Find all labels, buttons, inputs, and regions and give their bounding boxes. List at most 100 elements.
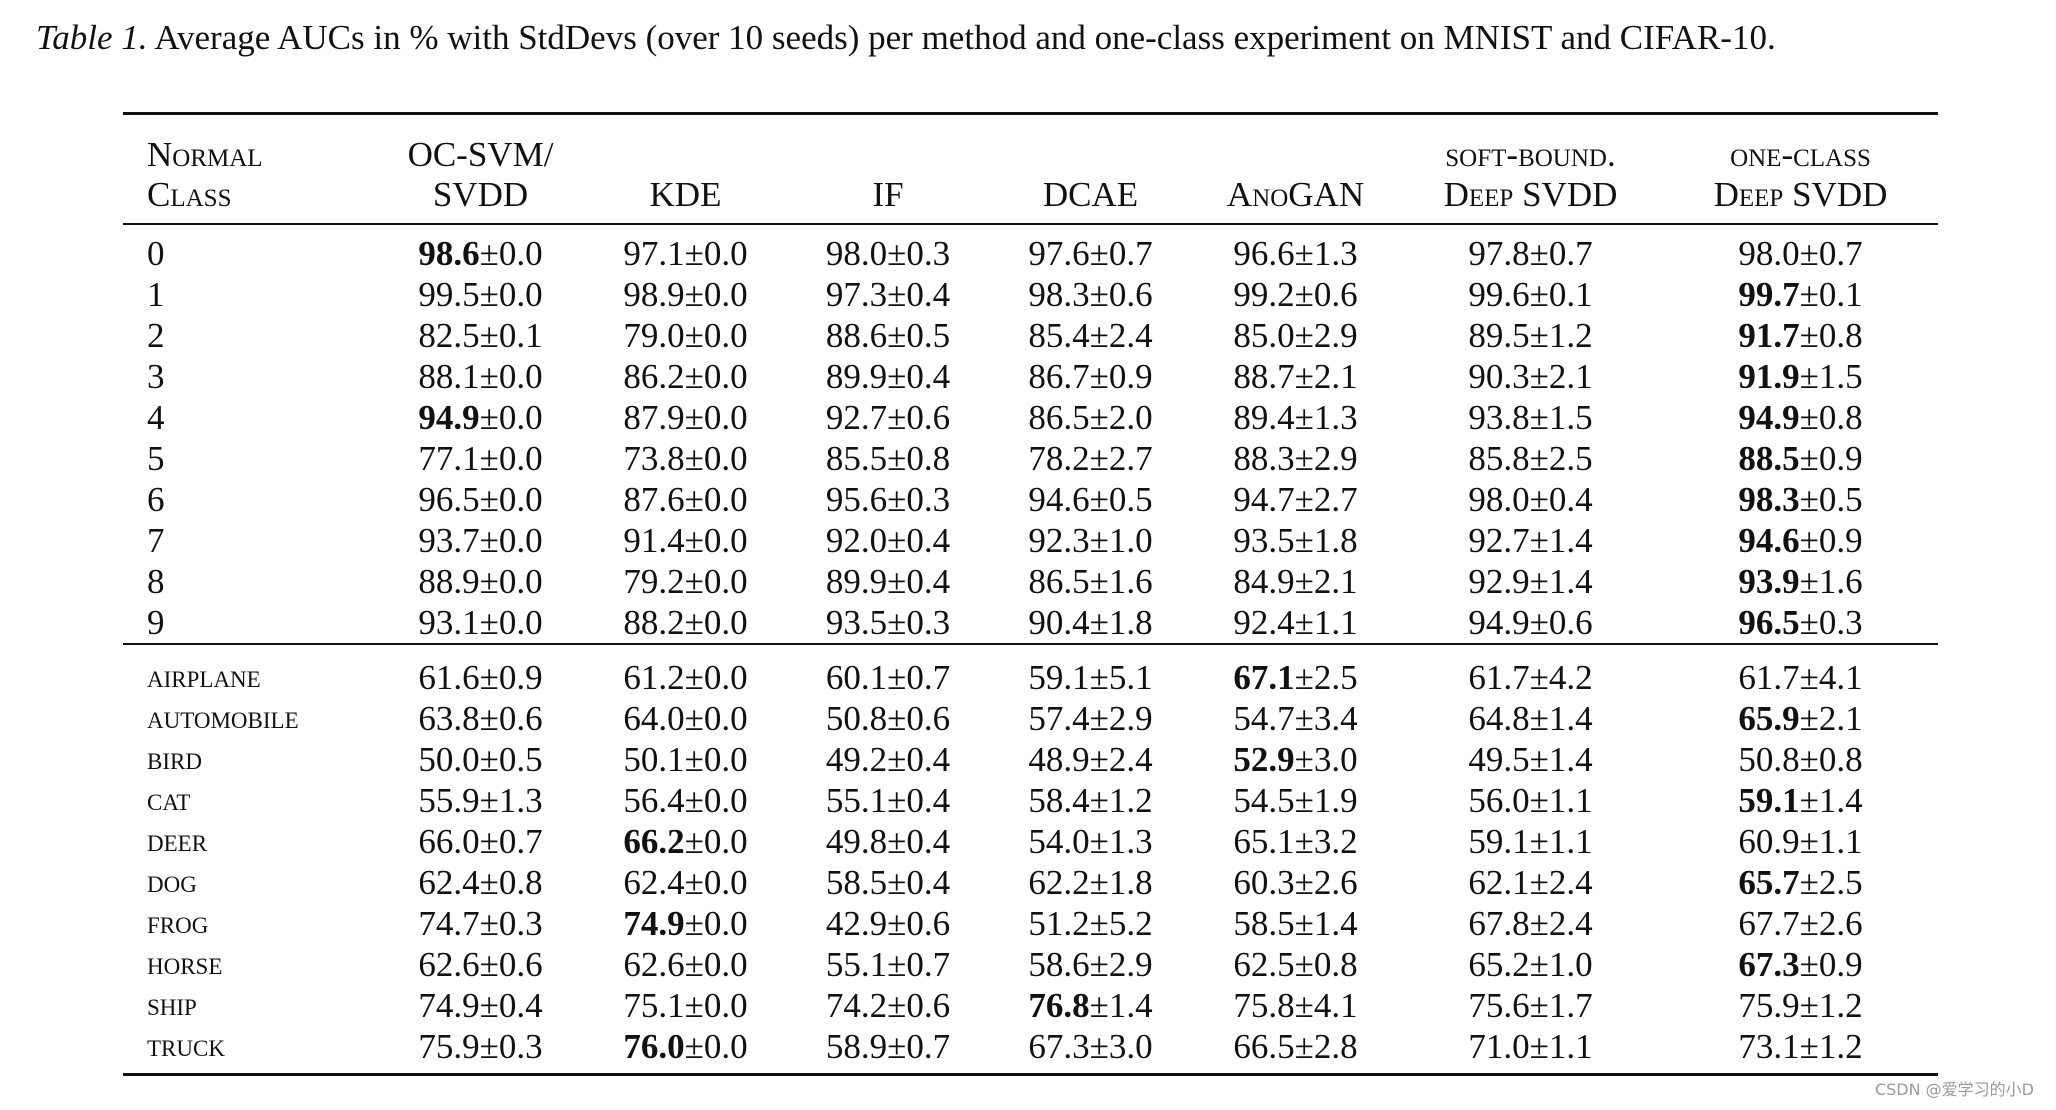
auc-std: ±1.5 — [1529, 398, 1593, 437]
auc-std: ±0.0 — [684, 480, 748, 519]
auc-mean: 67.3 — [1028, 1027, 1090, 1066]
auc-std: ±0.0 — [479, 439, 543, 478]
auc-mean: 79.0 — [623, 316, 685, 355]
auc-std: ±0.0 — [684, 699, 748, 738]
auc-mean: 92.9 — [1468, 562, 1530, 601]
auc-cell: 88.6±0.5 — [788, 315, 988, 356]
auc-std: ±0.3 — [1799, 603, 1863, 642]
auc-mean: 94.7 — [1233, 480, 1295, 519]
column-header-5: AnoGAN — [1193, 112, 1398, 224]
auc-std: ±1.2 — [1089, 781, 1153, 820]
auc-cell: 55.1±0.7 — [788, 944, 988, 985]
column-header-line: AnoGAN — [1226, 175, 1365, 214]
auc-cell: 88.2±0.0 — [583, 602, 788, 644]
class-label: automobile — [147, 700, 299, 736]
auc-std: ±0.9 — [1799, 439, 1863, 478]
auc-cell: 91.9±1.5 — [1663, 356, 1938, 397]
auc-mean: 93.1 — [418, 603, 480, 642]
auc-std: ±1.8 — [1089, 863, 1153, 902]
auc-mean: 99.6 — [1468, 275, 1530, 314]
auc-cell: 66.2±0.0 — [583, 821, 788, 862]
class-label: horse — [147, 946, 223, 982]
auc-cell: 76.8±1.4 — [988, 985, 1193, 1026]
auc-std: ±0.6 — [887, 986, 951, 1025]
auc-cell: 96.5±0.0 — [378, 479, 583, 520]
auc-mean: 61.2 — [623, 658, 685, 697]
header-row: Normal Class OC-SVM/SVDD KDE IF DCAE AnoGAN sof… — [123, 112, 1938, 224]
auc-mean: 98.3 — [1738, 480, 1800, 519]
auc-mean: 94.6 — [1738, 521, 1800, 560]
auc-mean: 50.0 — [418, 740, 480, 779]
auc-cell: 91.7±0.8 — [1663, 315, 1938, 356]
auc-std: ±0.4 — [887, 357, 951, 396]
auc-std: ±0.0 — [684, 398, 748, 437]
auc-std: ±0.8 — [1799, 316, 1863, 355]
auc-cell: 96.5±0.3 — [1663, 602, 1938, 644]
table-row: cat 55.9±1.3 56.4±0.0 55.1±0.4 58.4±1.2 54.5±… — [123, 780, 1938, 821]
auc-std: ±2.1 — [1294, 357, 1358, 396]
class-label: 1 — [147, 275, 165, 314]
auc-mean: 86.5 — [1028, 562, 1090, 601]
auc-cell: 50.8±0.6 — [788, 698, 988, 739]
auc-mean: 60.3 — [1233, 863, 1295, 902]
auc-std: ±1.4 — [1529, 562, 1593, 601]
auc-mean: 98.0 — [825, 234, 888, 273]
auc-std: ±1.7 — [1529, 986, 1593, 1025]
auc-mean: 74.7 — [418, 904, 480, 943]
auc-cell: 85.8±2.5 — [1398, 438, 1663, 479]
auc-std: ±0.9 — [479, 658, 543, 697]
auc-cell: 62.2±1.8 — [988, 862, 1193, 903]
auc-std: ±0.4 — [887, 863, 951, 902]
auc-mean: 85.5 — [825, 439, 888, 478]
auc-mean: 76.0 — [623, 1027, 685, 1066]
table-row: 6 96.5±0.0 87.6±0.0 95.6±0.3 94.6±0.5 94.7±2.… — [123, 479, 1938, 520]
auc-cell: 62.4±0.8 — [378, 862, 583, 903]
auc-mean: 55.1 — [825, 781, 888, 820]
auc-mean: 94.9 — [1468, 603, 1530, 642]
auc-mean: 94.9 — [1738, 398, 1800, 437]
auc-mean: 73.1 — [1738, 1027, 1800, 1066]
table-row: 1 99.5±0.0 98.9±0.0 97.3±0.4 98.3±0.6 99.2±0.… — [123, 274, 1938, 315]
auc-mean: 58.4 — [1028, 781, 1090, 820]
auc-mean: 50.8 — [1738, 740, 1800, 779]
auc-cell: 62.6±0.6 — [378, 944, 583, 985]
auc-mean: 49.8 — [825, 822, 888, 861]
auc-std: ±2.1 — [1294, 562, 1358, 601]
auc-mean: 56.0 — [1468, 781, 1530, 820]
auc-std: ±0.5 — [1089, 480, 1153, 519]
table-row: frog 74.7±0.3 74.9±0.0 42.9±0.6 51.2±5.2 58.5… — [123, 903, 1938, 944]
auc-std: ±0.7 — [1799, 234, 1863, 273]
class-label: 9 — [147, 603, 165, 642]
column-header-line: KDE — [649, 175, 722, 214]
auc-mean: 75.9 — [418, 1027, 480, 1066]
auc-std: ±5.2 — [1089, 904, 1153, 943]
class-label: 8 — [147, 562, 165, 601]
auc-cell: 51.2±5.2 — [988, 903, 1193, 944]
auc-std: ±0.4 — [479, 986, 543, 1025]
table-row: 5 77.1±0.0 73.8±0.0 85.5±0.8 78.2±2.7 88.3±2.… — [123, 438, 1938, 479]
auc-std: ±3.2 — [1294, 822, 1358, 861]
auc-std: ±0.0 — [684, 357, 748, 396]
auc-std: ±0.0 — [479, 480, 543, 519]
auc-cell: 61.6±0.9 — [378, 643, 583, 698]
auc-std: ±2.9 — [1089, 699, 1153, 738]
auc-cell: 66.5±2.8 — [1193, 1026, 1398, 1076]
auc-mean: 99.7 — [1738, 275, 1800, 314]
auc-cell: 58.5±1.4 — [1193, 903, 1398, 944]
auc-cell: 56.4±0.0 — [583, 780, 788, 821]
auc-cell: 98.3±0.6 — [988, 274, 1193, 315]
auc-std: ±1.3 — [479, 781, 543, 820]
auc-cell: 48.9±2.4 — [988, 739, 1193, 780]
auc-cell: 49.5±1.4 — [1398, 739, 1663, 780]
auc-std: ±1.4 — [1529, 521, 1593, 560]
table-row: truck 75.9±0.3 76.0±0.0 58.9±0.7 67.3±3.0 66.… — [123, 1026, 1938, 1076]
auc-mean: 62.4 — [418, 863, 480, 902]
auc-std: ±0.4 — [887, 740, 951, 779]
auc-std: ±0.0 — [684, 439, 748, 478]
auc-mean: 62.1 — [1468, 863, 1530, 902]
auc-cell: 56.0±1.1 — [1398, 780, 1663, 821]
auc-cell: 98.0±0.7 — [1663, 223, 1938, 274]
auc-std: ±2.7 — [1089, 439, 1153, 478]
auc-cell: 94.9±0.0 — [378, 397, 583, 438]
auc-mean: 92.7 — [1468, 521, 1530, 560]
